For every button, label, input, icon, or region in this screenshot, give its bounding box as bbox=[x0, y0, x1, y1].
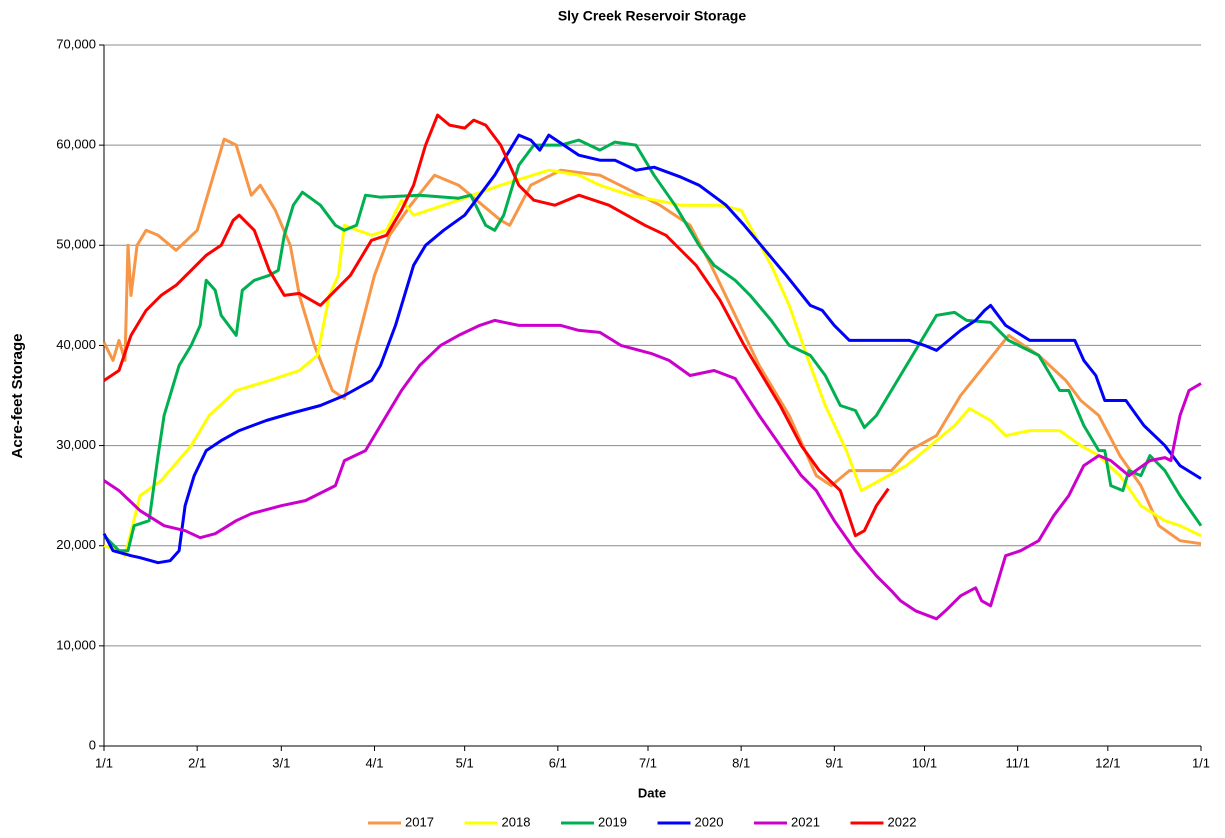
legend-label: 2017 bbox=[405, 814, 434, 829]
y-axis-title: Acre-feet Storage bbox=[9, 333, 26, 458]
x-tick-label: 12/1 bbox=[1095, 755, 1120, 770]
x-tick-label: 8/1 bbox=[732, 755, 750, 770]
y-tick-label: 20,000 bbox=[56, 537, 96, 552]
y-tick-label: 0 bbox=[89, 737, 96, 752]
legend-label: 2021 bbox=[791, 814, 820, 829]
series-line bbox=[103, 113, 890, 538]
x-tick-label: 4/1 bbox=[365, 755, 383, 770]
x-tick-label: 6/1 bbox=[549, 755, 567, 770]
x-tick-label: 1/1 bbox=[1192, 755, 1210, 770]
y-tick-label: 50,000 bbox=[56, 237, 96, 252]
legend-label: 2022 bbox=[888, 814, 917, 829]
x-tick-label: 5/1 bbox=[456, 755, 474, 770]
legend-label: 2019 bbox=[598, 814, 627, 829]
series-line bbox=[102, 137, 1202, 546]
x-tick-label: 11/1 bbox=[1005, 755, 1029, 770]
y-tick-label: 60,000 bbox=[56, 137, 96, 152]
legend-label: 2020 bbox=[695, 814, 724, 829]
x-tick-label: 9/1 bbox=[825, 755, 843, 770]
legend-label: 2018 bbox=[502, 814, 531, 829]
chart-title: Sly Creek Reservoir Storage bbox=[558, 8, 747, 24]
x-tick-label: 3/1 bbox=[272, 755, 290, 770]
series-line bbox=[102, 138, 1203, 553]
y-tick-label: 30,000 bbox=[56, 437, 96, 452]
series-line bbox=[103, 168, 1202, 558]
x-tick-label: 2/1 bbox=[188, 755, 206, 770]
x-axis-title: Date bbox=[638, 785, 666, 800]
y-tick-label: 40,000 bbox=[56, 337, 96, 352]
x-tick-label: 10/1 bbox=[912, 755, 937, 770]
x-tick-label: 7/1 bbox=[639, 755, 657, 770]
y-tick-label: 70,000 bbox=[56, 36, 96, 51]
x-tick-label: 1/1 bbox=[95, 755, 113, 770]
series-line bbox=[102, 133, 1202, 565]
series-line bbox=[103, 318, 1202, 621]
y-tick-label: 10,000 bbox=[56, 637, 96, 652]
